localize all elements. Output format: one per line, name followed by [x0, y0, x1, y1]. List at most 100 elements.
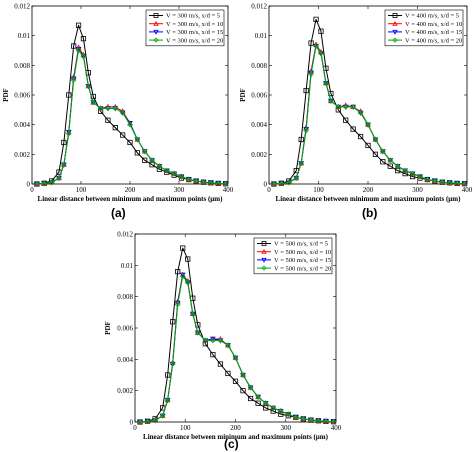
chart-b-series-1-point: [303, 87, 309, 94]
chart-c-series-4-point: [184, 279, 191, 286]
chart-b-legend-label: V = 400 m/s, x/d = 15: [405, 29, 462, 36]
chart-b-series-4-point: [335, 104, 342, 110]
chart-b-x-axis-label: Linear distance between minimum and maxi…: [276, 195, 462, 203]
chart-a-series-4-point: [41, 180, 48, 187]
chart-a-series-4-point: [75, 47, 82, 54]
chart-c-series-4-point: [137, 419, 143, 425]
panel-label-a: (a): [111, 206, 126, 220]
chart-a-series-1-point: [66, 92, 72, 98]
chart-a-series-4-point: [127, 121, 133, 128]
chart-b-series-4-point: [357, 110, 364, 116]
chart-a-series-1-point: [80, 36, 87, 42]
chart-a-series-4-point: [65, 130, 72, 137]
chart-b-series-1-point: [313, 16, 319, 22]
chart-c-y-tick-label: 0.01: [121, 262, 134, 270]
chart-b-x-tick-label: 400: [462, 186, 473, 194]
chart-a-series-1-point: [142, 157, 148, 163]
chart-a-y-tick-label: 0.006: [14, 92, 30, 100]
chart-c-series-1-point: [185, 256, 191, 262]
chart-c-series-1-point: [165, 372, 171, 378]
chart-c-series-4-point: [240, 372, 246, 378]
chart-a-series-4-point: [105, 105, 111, 112]
chart-a-series-1: [34, 22, 229, 187]
chart-c-series-4-point: [270, 405, 276, 411]
chart-c-series-1-point: [170, 319, 176, 325]
chart-c-series-4-point: [262, 400, 269, 406]
chart-b-series-1-point: [350, 126, 356, 132]
chart-b-series-1-point: [343, 117, 349, 123]
chart-a-series-1-point: [98, 108, 104, 114]
chart-c-series-4-point: [323, 418, 329, 425]
chart-a-series-4-point: [85, 83, 92, 89]
chart-b-series-4-point: [298, 160, 304, 166]
chart-b-x-tick-label: 200: [363, 186, 374, 194]
chart-b-series-4-point: [278, 180, 285, 187]
chart-b-series-4-point: [402, 167, 408, 174]
chart-b-series-1-point: [372, 151, 379, 157]
chart-b-series-1-point: [402, 171, 408, 177]
chart-a-series-4-point: [112, 105, 119, 112]
chart-b-legend-swatch-marker: [392, 37, 398, 43]
chart-a-series-4-point: [222, 180, 229, 187]
chart-a-series-1-point: [120, 132, 126, 138]
chart-a-x-tick-label: 300: [174, 186, 185, 194]
chart-a-series-1-point: [134, 150, 140, 156]
chart-c-series-4-point: [308, 417, 314, 423]
chart-b-series-4-point: [417, 173, 423, 180]
chart-a-series-4-point: [61, 161, 67, 168]
chart-b-series-4-point: [446, 180, 453, 186]
chart-b-series-4-point: [271, 181, 277, 187]
chart-a-legend-swatch-marker: [153, 37, 159, 43]
chart-c-series-1-point: [175, 269, 181, 275]
chart-b-series-4-point: [432, 178, 438, 184]
chart-c-series-4-point: [277, 408, 284, 414]
chart-c-series-1-point: [225, 370, 231, 377]
chart-a-legend-label: V = 300 m/s, x/d = 10: [166, 21, 223, 28]
chart-b-series-4-point: [387, 157, 394, 164]
chart-c-series-4-line: [139, 275, 334, 423]
chart-a-series-1-point: [61, 139, 67, 146]
chart-c-legend-swatch-marker: [261, 241, 267, 246]
chart-a-legend-swatch-marker: [153, 20, 159, 26]
chart-c-series-4-point: [300, 416, 307, 422]
chart-b-series-4-point: [380, 148, 386, 155]
chart-a-series-4-point: [208, 180, 214, 186]
chart-b-series-4: [271, 43, 468, 187]
chart-b-series-1-point: [380, 159, 386, 165]
chart-b-series-4-point: [454, 180, 460, 187]
chart-a-series-1-point: [127, 139, 133, 146]
chart-c-legend-label: V = 500 m/s, x/d = 20: [274, 265, 331, 272]
chart-b-y-tick-label: 0.008: [251, 62, 267, 70]
chart-b-series-4-line: [273, 45, 465, 185]
chart-c-y-tick-label: 0.002: [117, 387, 133, 395]
chart-b-series-4-point: [286, 179, 292, 186]
chart-a-series-4-point: [163, 167, 170, 174]
chart-b-series-1-point: [387, 163, 393, 169]
chart-c-series-4-point: [152, 417, 158, 424]
chart-a-y-tick-label: 0.002: [14, 151, 30, 159]
chart-panel-a: 0 100 200 300 400 0 0.002 0.004 0.006 0.008 0.01 0.…: [2, 3, 234, 204]
chart-b-series-4-point: [409, 170, 416, 177]
chart-c-legend-label: V = 500 m/s, x/d = 5: [274, 241, 328, 248]
chart-b-series-1-point: [365, 142, 371, 149]
chart-a-x-tick-label: 0: [30, 186, 34, 194]
chart-c-series-1-point: [240, 388, 246, 394]
chart-c-series-4-point: [179, 273, 186, 280]
chart-a-series-4-point: [141, 148, 148, 155]
chart-c-series-1-line: [139, 247, 334, 423]
chart-a-series-4-point: [186, 176, 192, 183]
chart-c-series-4-point: [202, 337, 209, 344]
chart-c-series-1-point: [217, 361, 224, 367]
chart-a-series-4-point: [70, 77, 77, 83]
chart-a-series-4-point: [156, 163, 163, 169]
chart-b-x-tick-label: 0: [267, 186, 271, 194]
chart-b-legend-swatch-marker: [392, 29, 398, 35]
chart-c-legend-swatch-marker: [261, 257, 267, 263]
chart-a-series-4-point: [193, 178, 199, 184]
chart-a-series-4-point: [215, 180, 221, 187]
chart-c-series-4-point: [169, 361, 176, 367]
chart-b-y-tick-label: 0.01: [255, 32, 268, 40]
chart-a-x-axis-label: Linear distance between minimum and maxi…: [38, 195, 224, 203]
chart-c-series-4-point: [217, 337, 224, 344]
chart-a-series-4-point: [200, 179, 207, 185]
